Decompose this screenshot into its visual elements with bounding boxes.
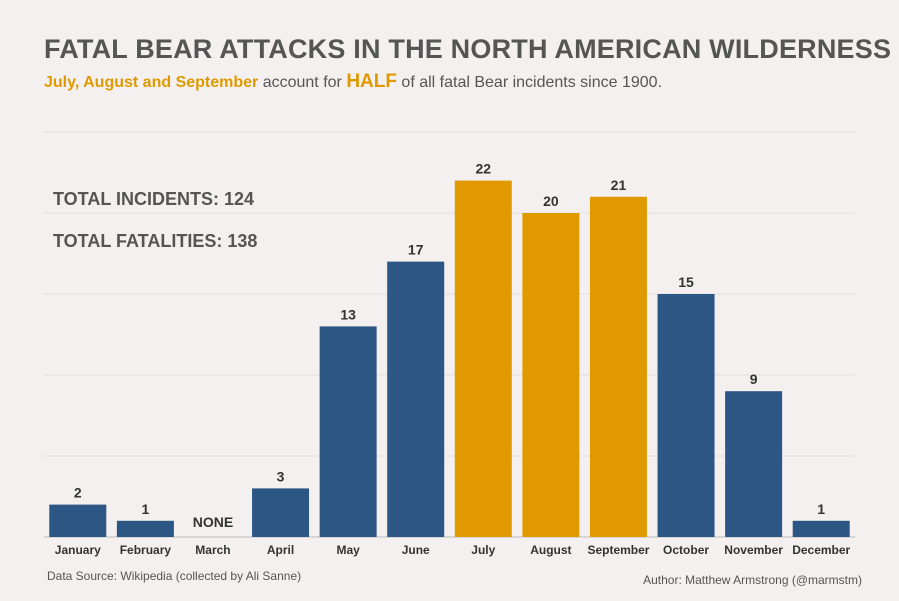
bar-april (252, 488, 310, 537)
x-tick-labels: January February March April May June July Augu… (55, 543, 851, 557)
value-label-october: 15 (678, 274, 694, 290)
tick-label-june: June (402, 543, 430, 557)
bar-september (589, 196, 647, 538)
bar-january (49, 504, 107, 537)
tick-label-november: November (724, 543, 783, 557)
chart-subtitle: July, August and September account for H… (44, 71, 662, 93)
subtitle-emphasis: HALF (346, 71, 397, 92)
tick-label-december: December (792, 543, 850, 557)
tick-label-january: January (55, 543, 101, 557)
data-source: Data Source: Wikipedia (collected by Ali… (47, 569, 302, 583)
gridlines (44, 131, 855, 538)
bar-november (725, 391, 783, 537)
value-label-march: NONE (193, 514, 233, 530)
bar-august (522, 213, 580, 537)
value-label-june: 17 (408, 242, 424, 258)
bars (49, 180, 850, 538)
total-incidents: TOTAL INCIDENTS: 124 (53, 189, 255, 209)
tick-label-may: May (336, 543, 360, 557)
tick-label-august: August (530, 543, 571, 557)
tick-label-april: April (267, 543, 294, 557)
subtitle-highlight: July, August and September (44, 74, 259, 91)
value-label-november: 9 (750, 371, 758, 387)
value-label-september: 21 (611, 177, 627, 193)
value-label-july: 22 (476, 161, 492, 177)
bar-october (657, 294, 715, 537)
tick-label-september: September (587, 543, 649, 557)
tick-label-february: February (120, 543, 172, 557)
subtitle-end: of all fatal Bear incidents since 1900. (396, 74, 663, 91)
value-label-may: 13 (340, 306, 356, 322)
bar-may (319, 326, 377, 537)
subtitle-mid: account for (258, 74, 347, 91)
value-label-december: 1 (817, 501, 825, 517)
author-credit: Author: Matthew Armstrong (@marmstm) (643, 573, 862, 587)
bar-december (792, 520, 850, 537)
tick-label-july: July (471, 543, 495, 557)
tick-label-october: October (663, 543, 709, 557)
chart-title: FATAL BEAR ATTACKS IN THE NORTH AMERICAN… (44, 34, 892, 64)
bar-february (116, 520, 174, 537)
total-fatalities: TOTAL FATALITIES: 138 (53, 231, 258, 251)
value-label-january: 2 (74, 485, 82, 501)
bar-july (454, 180, 512, 537)
bar-june (387, 261, 445, 537)
tick-label-march: March (195, 543, 230, 557)
value-label-april: 3 (277, 468, 285, 484)
value-label-february: 1 (141, 501, 149, 517)
value-label-august: 20 (543, 193, 559, 209)
